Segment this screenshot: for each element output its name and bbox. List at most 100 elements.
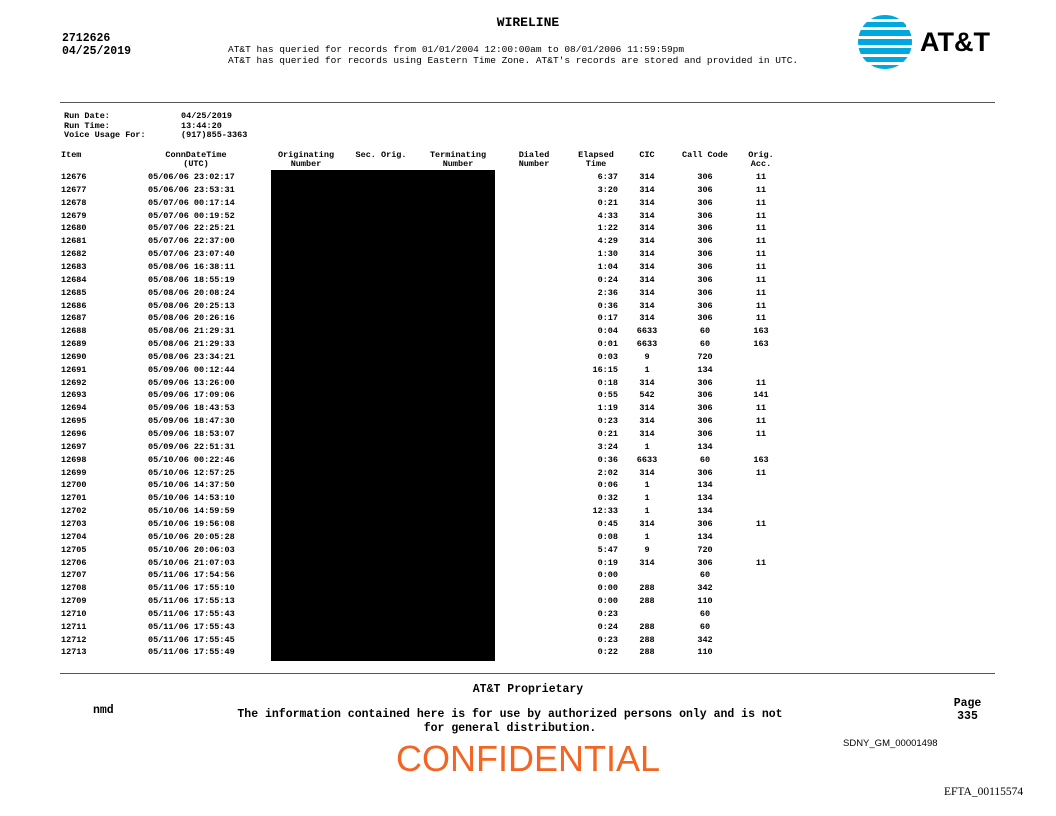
call-code-cell: 306 bbox=[697, 287, 713, 298]
call-code-cell: 306 bbox=[697, 313, 713, 324]
conn-datetime-cell: 05/10/06 20:05:28 bbox=[148, 531, 235, 542]
item-cell: 12697 bbox=[61, 441, 87, 452]
elapsed-time-cell: 1:30 bbox=[597, 249, 618, 260]
item-cell: 12698 bbox=[61, 454, 87, 465]
conn-datetime-cell: 05/07/06 00:19:52 bbox=[148, 210, 235, 221]
cic-cell: 314 bbox=[639, 172, 655, 182]
call-code-cell: 134 bbox=[697, 441, 713, 452]
report-date: 04/25/2019 bbox=[62, 45, 132, 58]
conn-datetime-cell: 05/06/06 23:53:31 bbox=[148, 184, 235, 195]
orig-acc-cell: 11 bbox=[755, 300, 767, 311]
call-code-cell: 306 bbox=[697, 274, 713, 285]
run-date: 04/25/2019 bbox=[181, 111, 233, 121]
conn-datetime-cell: 05/09/06 18:47:30 bbox=[148, 416, 235, 427]
cic-cell: 6633 bbox=[636, 339, 658, 350]
elapsed-time-cell: 0:23 bbox=[597, 416, 618, 427]
conn-datetime-cell: 05/07/06 23:07:40 bbox=[148, 249, 235, 260]
cic-cell: 288 bbox=[639, 621, 655, 632]
att-logo: AT&T bbox=[856, 14, 996, 72]
cic-cell: 6633 bbox=[636, 454, 658, 465]
orig-acc-cell: 11 bbox=[755, 210, 767, 221]
orig-acc-cell: 11 bbox=[755, 518, 767, 529]
elapsed-time-cell: 2:02 bbox=[597, 467, 618, 478]
call-code-cell: 134 bbox=[697, 364, 713, 375]
call-code-cell: 134 bbox=[697, 506, 713, 517]
cic-cell: 288 bbox=[639, 634, 655, 645]
cic-cell: 314 bbox=[639, 300, 655, 311]
distribution-notice: The information contained here is for us… bbox=[190, 708, 830, 736]
conn-datetime-cell: 05/09/06 13:26:00 bbox=[148, 377, 235, 388]
call-code-cell: 306 bbox=[697, 300, 713, 311]
cic-cell: 314 bbox=[639, 416, 655, 427]
cic-cell: 6633 bbox=[636, 326, 658, 337]
orig-acc-cell: 11 bbox=[755, 557, 767, 568]
conn-datetime-cell: 05/10/06 14:59:59 bbox=[148, 506, 235, 517]
conn-datetime-cell: 05/11/06 17:55:43 bbox=[148, 608, 235, 619]
cic-cell: 288 bbox=[639, 596, 655, 607]
item-cell: 12704 bbox=[61, 531, 87, 542]
column-header: Dialed Number bbox=[518, 150, 550, 169]
cic-cell: 9 bbox=[644, 351, 650, 362]
call-code-cell: 306 bbox=[697, 210, 713, 221]
conn-datetime-cell: 05/11/06 17:55:43 bbox=[148, 621, 235, 632]
orig-acc-cell: 11 bbox=[755, 467, 767, 478]
orig-acc-cell: 163 bbox=[753, 339, 769, 350]
cic-cell: 314 bbox=[639, 197, 655, 208]
orig-acc-cell: 11 bbox=[755, 184, 767, 195]
conn-datetime-cell: 05/09/06 18:43:53 bbox=[148, 403, 235, 414]
cic-cell: 1 bbox=[644, 531, 650, 542]
cic-cell: 314 bbox=[639, 403, 655, 414]
elapsed-time-cell: 0:00 bbox=[597, 570, 618, 581]
confidential-stamp: CONFIDENTIAL bbox=[395, 738, 661, 779]
elapsed-time-cell: 16:15 bbox=[592, 364, 618, 375]
item-cell: 12678 bbox=[61, 197, 87, 208]
item-cell: 12679 bbox=[61, 210, 87, 221]
item-cell: 12685 bbox=[61, 287, 87, 298]
voice-usage-label: Voice Usage For: bbox=[64, 130, 146, 140]
column-header: Originating Number bbox=[277, 150, 335, 169]
elapsed-time-cell: 0:19 bbox=[597, 557, 618, 568]
run-time: 13:44:20 bbox=[181, 120, 222, 131]
redaction-box bbox=[271, 170, 495, 661]
call-code-cell: 306 bbox=[697, 172, 713, 182]
elapsed-time-cell: 3:20 bbox=[597, 184, 618, 195]
cic-cell: 1 bbox=[644, 364, 650, 375]
column-header: CIC bbox=[639, 150, 655, 160]
orig-acc-cell: 163 bbox=[753, 454, 769, 465]
elapsed-time-cell: 0:36 bbox=[597, 454, 618, 465]
conn-datetime-cell: 05/09/06 00:12:44 bbox=[148, 364, 235, 375]
item-cell: 12682 bbox=[61, 249, 87, 260]
item-cell: 12696 bbox=[61, 429, 87, 439]
item-cell: 12706 bbox=[61, 557, 87, 568]
run-time-label: Run Time: bbox=[64, 120, 110, 131]
elapsed-time-cell: 2:36 bbox=[597, 287, 618, 298]
elapsed-time-cell: 0:55 bbox=[597, 390, 618, 401]
cic-cell: 314 bbox=[639, 429, 655, 439]
run-date-label: Run Date: bbox=[64, 111, 110, 121]
conn-datetime-cell: 05/08/06 21:29:33 bbox=[148, 339, 235, 350]
item-cell: 12713 bbox=[61, 647, 87, 658]
elapsed-time-cell: 0:04 bbox=[597, 326, 618, 337]
conn-datetime-cell: 05/08/06 23:34:21 bbox=[148, 351, 235, 362]
conn-datetime-cell: 05/08/06 16:38:11 bbox=[148, 261, 235, 272]
elapsed-time-cell: 3:24 bbox=[597, 441, 618, 452]
column-header: Call Code bbox=[682, 150, 728, 160]
conn-datetime-cell: 05/08/06 20:26:16 bbox=[148, 313, 235, 324]
orig-acc-cell: 11 bbox=[755, 403, 767, 414]
call-code-cell: 134 bbox=[697, 480, 713, 491]
conn-datetime-cell: 05/10/06 21:07:03 bbox=[148, 557, 235, 568]
item-cell: 12690 bbox=[61, 351, 87, 362]
call-code-cell: 306 bbox=[697, 429, 713, 439]
cic-cell: 314 bbox=[639, 377, 655, 388]
cic-cell: 288 bbox=[639, 583, 655, 594]
item-cell: 12688 bbox=[61, 326, 87, 337]
cic-cell: 314 bbox=[639, 313, 655, 324]
cic-cell: 9 bbox=[644, 544, 650, 555]
bates-number: SDNY_GM_00001498 bbox=[843, 738, 938, 749]
elapsed-time-cell: 4:29 bbox=[597, 236, 618, 247]
item-cell: 12676 bbox=[61, 172, 87, 182]
call-code-cell: 306 bbox=[697, 390, 713, 401]
elapsed-time-cell: 0:17 bbox=[597, 313, 618, 324]
call-code-cell: 60 bbox=[699, 454, 711, 465]
cic-cell: 314 bbox=[639, 210, 655, 221]
